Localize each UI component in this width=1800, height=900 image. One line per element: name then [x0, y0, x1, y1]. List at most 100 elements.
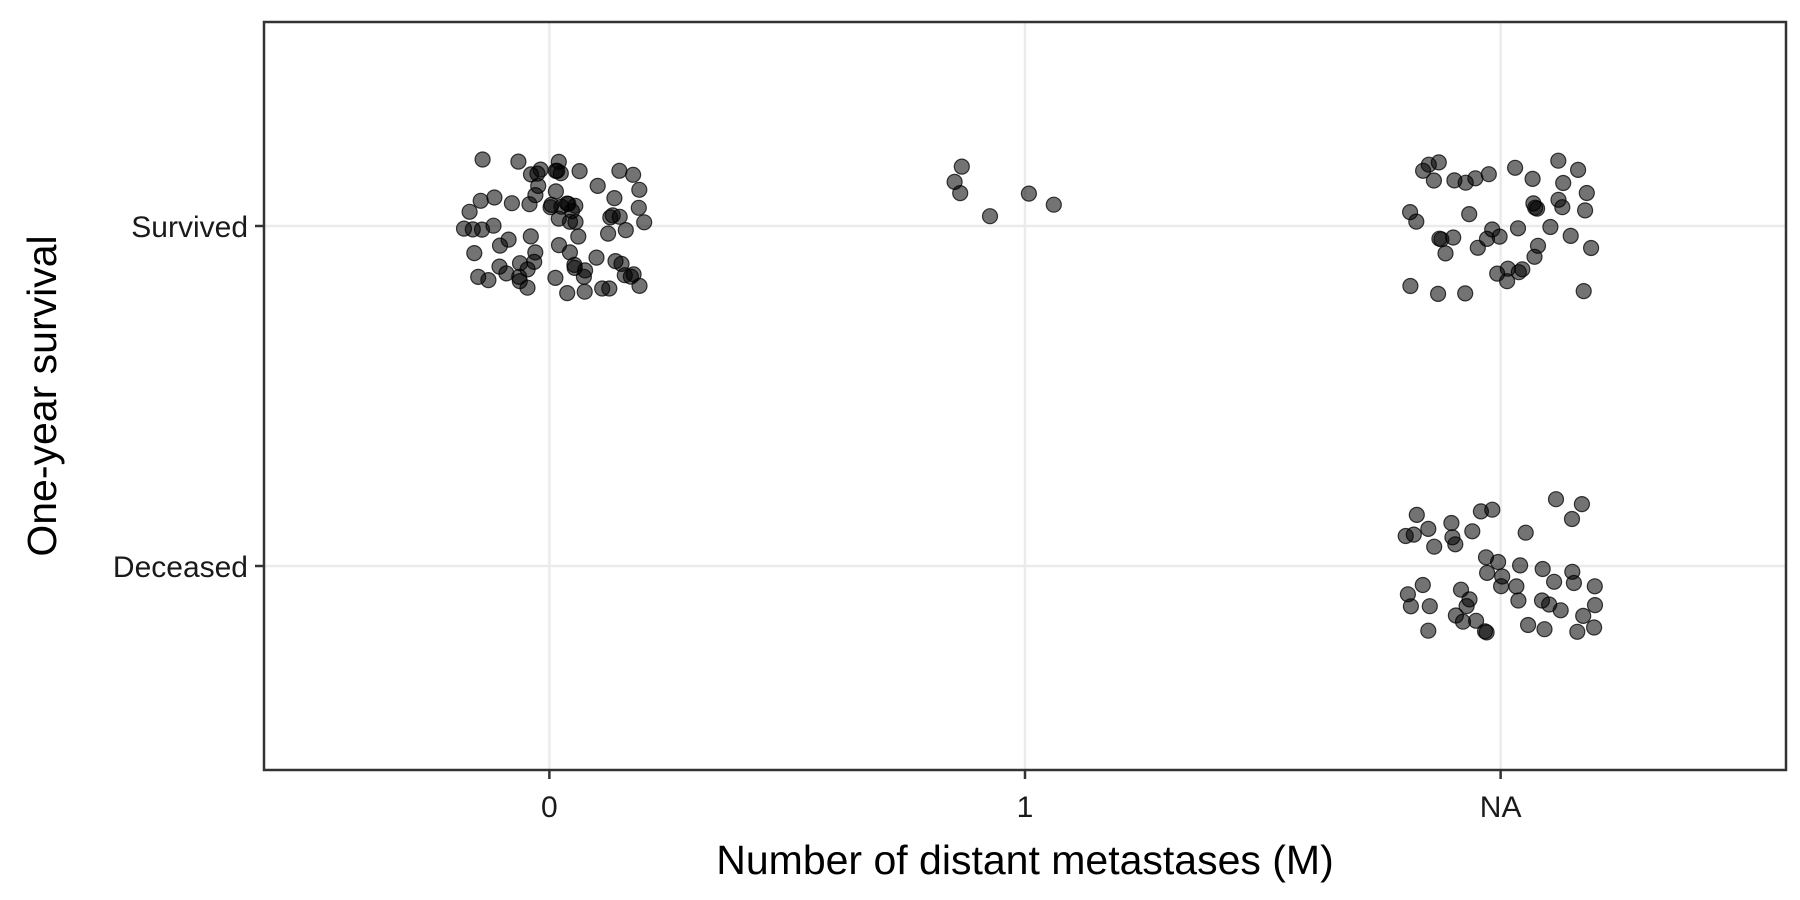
data-point [1510, 592, 1527, 609]
data-point [589, 177, 606, 194]
data-point [486, 189, 503, 206]
y-axis-title: One-year survival [19, 235, 65, 556]
data-point [547, 269, 564, 286]
data-point [1542, 218, 1559, 236]
data-point [611, 162, 628, 179]
data-point [1508, 578, 1525, 595]
axis-ticks [255, 224, 1502, 779]
data-point [461, 203, 478, 220]
data-point [630, 199, 647, 216]
data-point [576, 283, 593, 300]
x-tick-label: NA [1480, 791, 1522, 824]
data-point [1408, 213, 1425, 230]
data-point [1020, 185, 1038, 202]
data-point [575, 268, 593, 285]
data-point [1534, 560, 1551, 578]
data-point [466, 245, 483, 262]
data-point [1444, 529, 1461, 546]
data-point [1575, 283, 1592, 300]
data-point [624, 166, 642, 183]
data-point [474, 151, 491, 168]
data-point [1478, 564, 1496, 582]
data-point [1464, 523, 1481, 540]
data-point [1443, 514, 1460, 532]
data-point [1414, 576, 1431, 594]
data-point [1526, 248, 1543, 265]
y-tick-label: Deceased [113, 551, 248, 584]
data-point [1489, 553, 1507, 571]
data-points [455, 151, 1604, 641]
data-point [1554, 199, 1571, 216]
x-tick-labels: 0 1 NA [541, 791, 1521, 824]
data-point [1454, 613, 1472, 630]
data-point [1506, 159, 1524, 176]
data-point [1547, 491, 1565, 508]
x-axis-title: Number of distant metastases (M) [716, 837, 1333, 883]
data-point [604, 207, 621, 224]
data-point [1555, 174, 1572, 192]
data-point [1519, 616, 1537, 634]
data-point [472, 192, 489, 209]
data-point [1446, 172, 1463, 189]
data-point [1586, 596, 1604, 614]
data-point [510, 153, 527, 170]
data-point [485, 217, 502, 234]
data-point [1426, 538, 1443, 555]
data-point [1045, 196, 1062, 213]
data-point [500, 231, 517, 248]
data-point [1476, 623, 1494, 640]
data-point [1397, 527, 1414, 545]
data-point [1457, 285, 1474, 302]
data-point [522, 166, 540, 183]
data-point [1461, 591, 1478, 608]
data-point [1562, 227, 1579, 244]
data-point [498, 265, 515, 282]
data-point [1550, 152, 1567, 169]
data-point [571, 163, 588, 180]
data-point [1578, 184, 1595, 202]
data-point [1509, 220, 1527, 237]
data-point [553, 198, 570, 215]
data-point [1402, 277, 1419, 295]
data-point [588, 249, 605, 266]
data-point [527, 187, 544, 204]
data-point [613, 255, 630, 272]
data-point [570, 228, 587, 245]
data-point [1585, 619, 1603, 636]
data-point [1431, 230, 1448, 247]
data-point [946, 173, 963, 190]
data-point [1461, 206, 1478, 223]
data-point [636, 214, 653, 231]
data-point [1420, 622, 1437, 639]
data-point [1575, 607, 1592, 625]
data-point [550, 153, 567, 170]
y-tick-labels: Deceased Survived [113, 211, 248, 584]
data-point [953, 158, 970, 175]
data-point [1517, 524, 1534, 541]
data-point [1586, 578, 1603, 595]
data-point [1408, 506, 1425, 524]
data-point [1480, 166, 1497, 183]
data-point [1421, 598, 1438, 615]
data-point [599, 225, 617, 242]
data-point [1437, 245, 1454, 262]
data-point [981, 208, 999, 225]
data-point [567, 213, 584, 231]
data-point [1510, 264, 1527, 281]
x-tick-label: 0 [541, 791, 558, 824]
data-point [1569, 161, 1587, 178]
data-point [1536, 621, 1553, 638]
data-point [503, 195, 520, 212]
data-point [1569, 623, 1586, 640]
data-point [1498, 273, 1516, 290]
data-point [1524, 170, 1541, 187]
data-point [1573, 496, 1591, 513]
data-point [1484, 501, 1501, 518]
data-point [1528, 200, 1546, 217]
data-point [522, 228, 539, 245]
data-point [606, 190, 623, 207]
data-point [1494, 568, 1511, 585]
data-point [1469, 239, 1486, 256]
data-point [1545, 573, 1563, 590]
